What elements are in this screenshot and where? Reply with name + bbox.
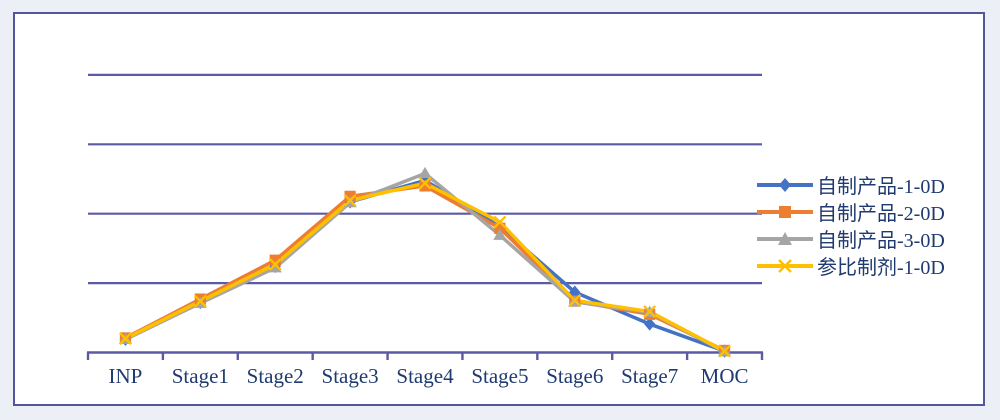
- marker-x-3: [193, 294, 207, 308]
- x-axis-label-Stage6: Stage6: [546, 363, 604, 388]
- x-axis-label-Stage7: Stage7: [621, 363, 679, 388]
- marker-square-1: [269, 254, 281, 266]
- marker-x-3: [718, 344, 731, 358]
- legend-label: 参比制剂-1-0D: [817, 257, 945, 279]
- chart-legend: 自制产品-1-0D 自制产品-2-0D 自制产品-3-0D 参比制剂-1-0D: [756, 171, 986, 279]
- marker-diamond-0: [569, 285, 581, 299]
- marker-x-3: [343, 194, 357, 207]
- marker-x-3: [568, 294, 582, 307]
- marker-x-3: [643, 305, 657, 318]
- triangle-icon: [778, 231, 792, 245]
- marker-x-3: [493, 215, 507, 229]
- series-line-3: [123, 181, 727, 353]
- x-axis-label-Stage2: Stage2: [246, 363, 304, 388]
- marker-triangle-2: [418, 166, 432, 179]
- x-icon: [778, 258, 792, 273]
- marker-x-3: [418, 176, 432, 190]
- legend-label: 自制产品-2-0D: [817, 203, 945, 225]
- legend-item-0: 自制产品-1-0D: [756, 171, 986, 198]
- legend-item-3: 参比制剂-1-0D: [756, 252, 986, 279]
- marker-x-3: [119, 332, 132, 346]
- x-axis-label-Stage4: Stage4: [396, 363, 454, 388]
- legend-triangle-swatch: [757, 231, 813, 245]
- legend-square-swatch: [757, 205, 813, 218]
- series-line-1: [123, 184, 727, 353]
- x-axis-label-INP: INP: [108, 363, 143, 388]
- x-axis-label-Stage1: Stage1: [171, 363, 229, 388]
- legend-diamond-swatch: [757, 177, 813, 192]
- marker-diamond-0: [644, 317, 656, 331]
- diamond-icon: [779, 177, 791, 192]
- legend-label: 自制产品-1-0D: [817, 176, 945, 198]
- marker-square-1: [419, 180, 431, 192]
- x-axis-label-MOC: MOC: [700, 363, 749, 388]
- square-icon: [779, 205, 791, 218]
- marker-triangle-2: [493, 228, 507, 240]
- legend-x-swatch: [757, 258, 813, 273]
- legend-item-2: 自制产品-3-0D: [756, 225, 986, 252]
- x-axis-label-Stage3: Stage3: [321, 363, 379, 388]
- legend-label: 自制产品-3-0D: [817, 230, 945, 252]
- chart-panel: [13, 12, 985, 406]
- marker-square-1: [494, 222, 506, 234]
- marker-x-3: [268, 257, 282, 271]
- marker-triangle-2: [268, 261, 282, 273]
- series-line-0: [123, 178, 727, 353]
- x-axis-label-Stage5: Stage5: [471, 363, 529, 388]
- series-line-2: [123, 171, 727, 354]
- legend-item-1: 自制产品-2-0D: [756, 198, 986, 225]
- x-axis-labels: INP Stage1 Stage2 Stage3 Stage4 Stage5 Stage6 S…: [88, 361, 762, 391]
